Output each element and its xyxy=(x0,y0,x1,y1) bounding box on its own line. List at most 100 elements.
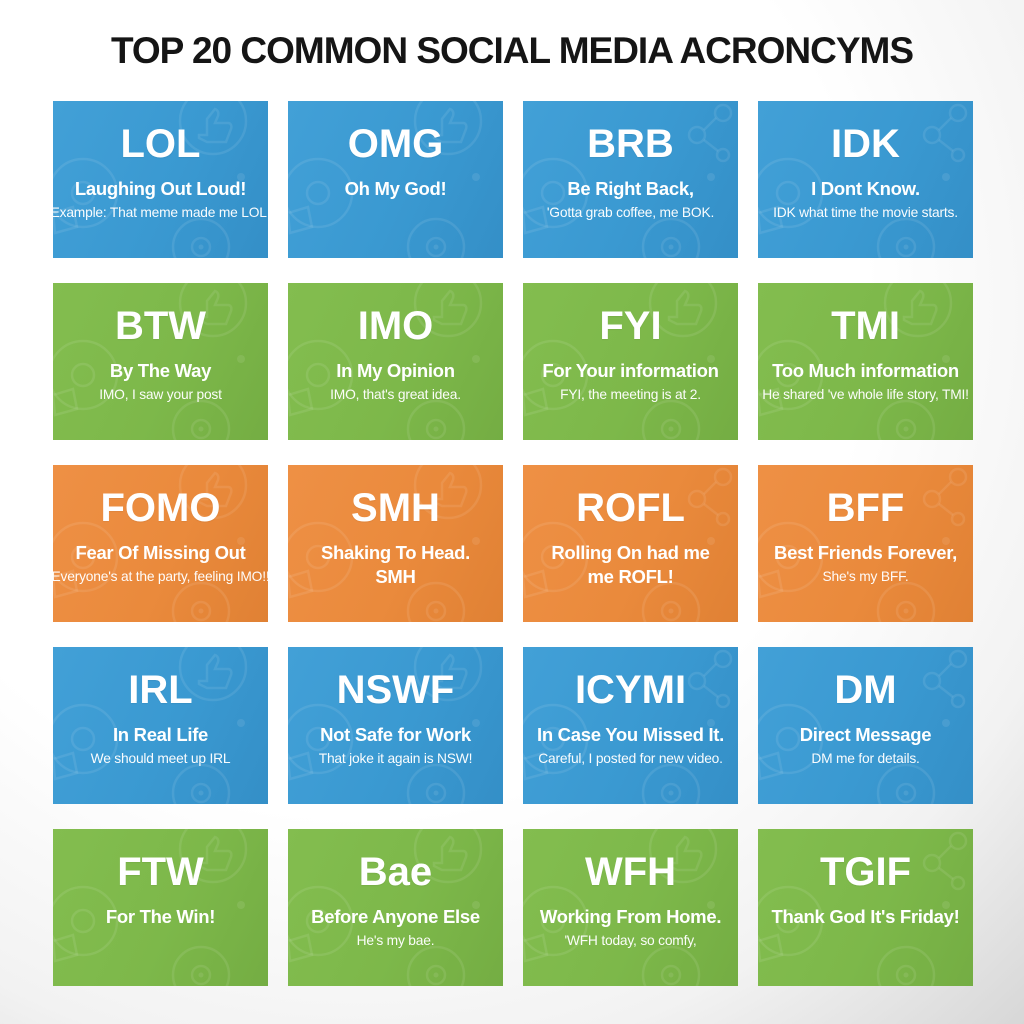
card-meaning: Direct Message xyxy=(799,724,932,745)
acronym-card: OMG Oh My God! xyxy=(288,101,503,258)
acronym-card: TGIF Thank God It's Friday! xyxy=(758,829,973,986)
eye-bubble-icon xyxy=(171,399,231,440)
acronym-card: ICYMI In Case You Missed It. Careful, I … xyxy=(523,647,738,804)
card-meaning: Laughing Out Loud! xyxy=(74,178,247,199)
card-example: He shared 've whole life story, TMI! xyxy=(762,387,969,402)
page-title: TOP 20 COMMON SOCIAL MEDIA ACRONCYMS xyxy=(110,30,914,71)
chevron-doodle xyxy=(53,387,79,417)
card-acronym: OMG xyxy=(347,122,444,166)
eye-bubble-icon xyxy=(641,217,701,258)
chevron-doodle xyxy=(288,933,314,963)
card-meaning-line2: me ROFL! xyxy=(587,566,674,587)
card-acronym: WFH xyxy=(584,850,677,894)
chevron-doodle xyxy=(53,933,79,963)
card-acronym: TGIF xyxy=(819,850,912,894)
acronym-card: IDK I Dont Know. IDK what time the movie… xyxy=(758,101,973,258)
card-acronym: IRL xyxy=(128,668,193,712)
card-example: That joke it again is NSW! xyxy=(318,751,473,766)
card-meaning: Thank God It's Friday! xyxy=(771,906,960,927)
eye-bubble-icon xyxy=(406,763,466,804)
eye-bubble-icon xyxy=(876,399,936,440)
card-example: Careful, I posted for new video. xyxy=(538,751,723,766)
acronym-card: IMO In My Opinion IMO, that's great idea… xyxy=(288,283,503,440)
chevron-doodle xyxy=(523,569,549,599)
share-nodes-icon xyxy=(687,467,733,527)
acronym-card: TMI Too Much information He shared 've w… xyxy=(758,283,973,440)
acronym-card: ROFL Rolling On had me me ROFL! xyxy=(523,465,738,622)
acronym-card: SMH Shaking To Head. SMH xyxy=(288,465,503,622)
eye-bubble-icon xyxy=(406,945,466,986)
card-acronym: FOMO xyxy=(100,486,221,530)
card-meaning: Fear Of Missing Out xyxy=(75,542,246,563)
card-acronym: ICYMI xyxy=(574,668,687,712)
chevron-doodle xyxy=(523,387,549,417)
chevron-doodle xyxy=(288,205,314,235)
card-meaning: In Case You Missed It. xyxy=(536,724,725,745)
card-example: We should meet up IRL xyxy=(90,751,231,766)
card-meaning: Best Friends Forever, xyxy=(774,542,957,563)
eye-bubble-icon xyxy=(876,581,936,622)
dot-doodle xyxy=(707,173,715,181)
card-meaning: Oh My God! xyxy=(344,178,447,199)
acronym-card: Bae Before Anyone Else He's my bae. xyxy=(288,829,503,986)
acronym-card: BFF Best Friends Forever, She's my BFF. xyxy=(758,465,973,622)
card-meaning: For The Win! xyxy=(105,906,216,927)
card-acronym: FYI xyxy=(599,304,662,348)
acronym-card: NSWF Not Safe for Work That joke it agai… xyxy=(288,647,503,804)
eye-bubble-icon xyxy=(876,945,936,986)
card-meaning: Too Much information xyxy=(772,360,959,381)
card-example: She's my BFF. xyxy=(822,569,909,584)
acronym-card: BRB Be Right Back, 'Gotta grab coffee, m… xyxy=(523,101,738,258)
chevron-doodle xyxy=(288,569,314,599)
acronym-card: FYI For Your information FYI, the meetin… xyxy=(523,283,738,440)
card-meaning: Rolling On had me xyxy=(551,542,710,563)
dot-doodle xyxy=(472,537,480,545)
chevron-doodle xyxy=(758,751,784,781)
chevron-doodle xyxy=(288,387,314,417)
eye-bubble-icon xyxy=(641,399,701,440)
card-acronym: BFF xyxy=(826,486,905,530)
card-acronym: ROFL xyxy=(576,486,685,530)
eye-bubble-icon xyxy=(171,763,231,804)
card-example: DM me for details. xyxy=(811,751,920,766)
card-example: Everyone's at the party, feeling IMO!! xyxy=(53,569,268,584)
eye-bubble-icon xyxy=(876,763,936,804)
dot-doodle xyxy=(472,719,480,727)
share-nodes-icon xyxy=(922,103,968,163)
acronym-card: FTW For The Win! xyxy=(53,829,268,986)
dot-doodle xyxy=(237,719,245,727)
card-meaning: Shaking To Head. xyxy=(320,542,471,563)
card-meaning: Be Right Back, xyxy=(567,178,694,199)
share-nodes-icon xyxy=(922,831,968,891)
dot-doodle xyxy=(942,719,950,727)
card-example: He's my bae. xyxy=(356,933,435,948)
card-meaning-line2: SMH xyxy=(375,566,416,587)
card-meaning: I Dont Know. xyxy=(811,178,920,199)
card-acronym: Bae xyxy=(358,850,433,894)
eye-bubble-icon xyxy=(406,399,466,440)
card-acronym: FTW xyxy=(117,850,204,894)
acronym-card: WFH Working From Home. 'WFH today, so co… xyxy=(523,829,738,986)
acronym-card: IRL In Real Life We should meet up IRL xyxy=(53,647,268,804)
camera-bubble-icon xyxy=(288,157,354,229)
share-nodes-icon xyxy=(922,649,968,709)
dot-doodle xyxy=(237,901,245,909)
eye-bubble-icon xyxy=(171,217,231,258)
card-example: Example: That meme made me LOL! xyxy=(53,205,268,220)
eye-bubble-icon xyxy=(406,217,466,258)
chevron-doodle xyxy=(288,751,314,781)
card-acronym: LOL xyxy=(120,122,201,166)
card-meaning: In My Opinion xyxy=(336,360,455,381)
acronym-card-grid: LOL Laughing Out Loud! Example: That mem… xyxy=(53,101,973,986)
card-meaning: Not Safe for Work xyxy=(320,724,471,745)
card-acronym: IMO xyxy=(357,304,434,348)
card-acronym: DM xyxy=(834,668,897,712)
card-example: IMO, that's great idea. xyxy=(330,387,461,402)
card-meaning: In Real Life xyxy=(112,724,209,745)
acronym-card: BTW By The Way IMO, I saw your post xyxy=(53,283,268,440)
card-example: IDK what time the movie starts. xyxy=(773,205,958,220)
acronym-card: FOMO Fear Of Missing Out Everyone's at t… xyxy=(53,465,268,622)
chevron-doodle xyxy=(523,205,549,235)
card-example: IMO, I saw your post xyxy=(99,387,222,402)
dot-doodle xyxy=(237,355,245,363)
